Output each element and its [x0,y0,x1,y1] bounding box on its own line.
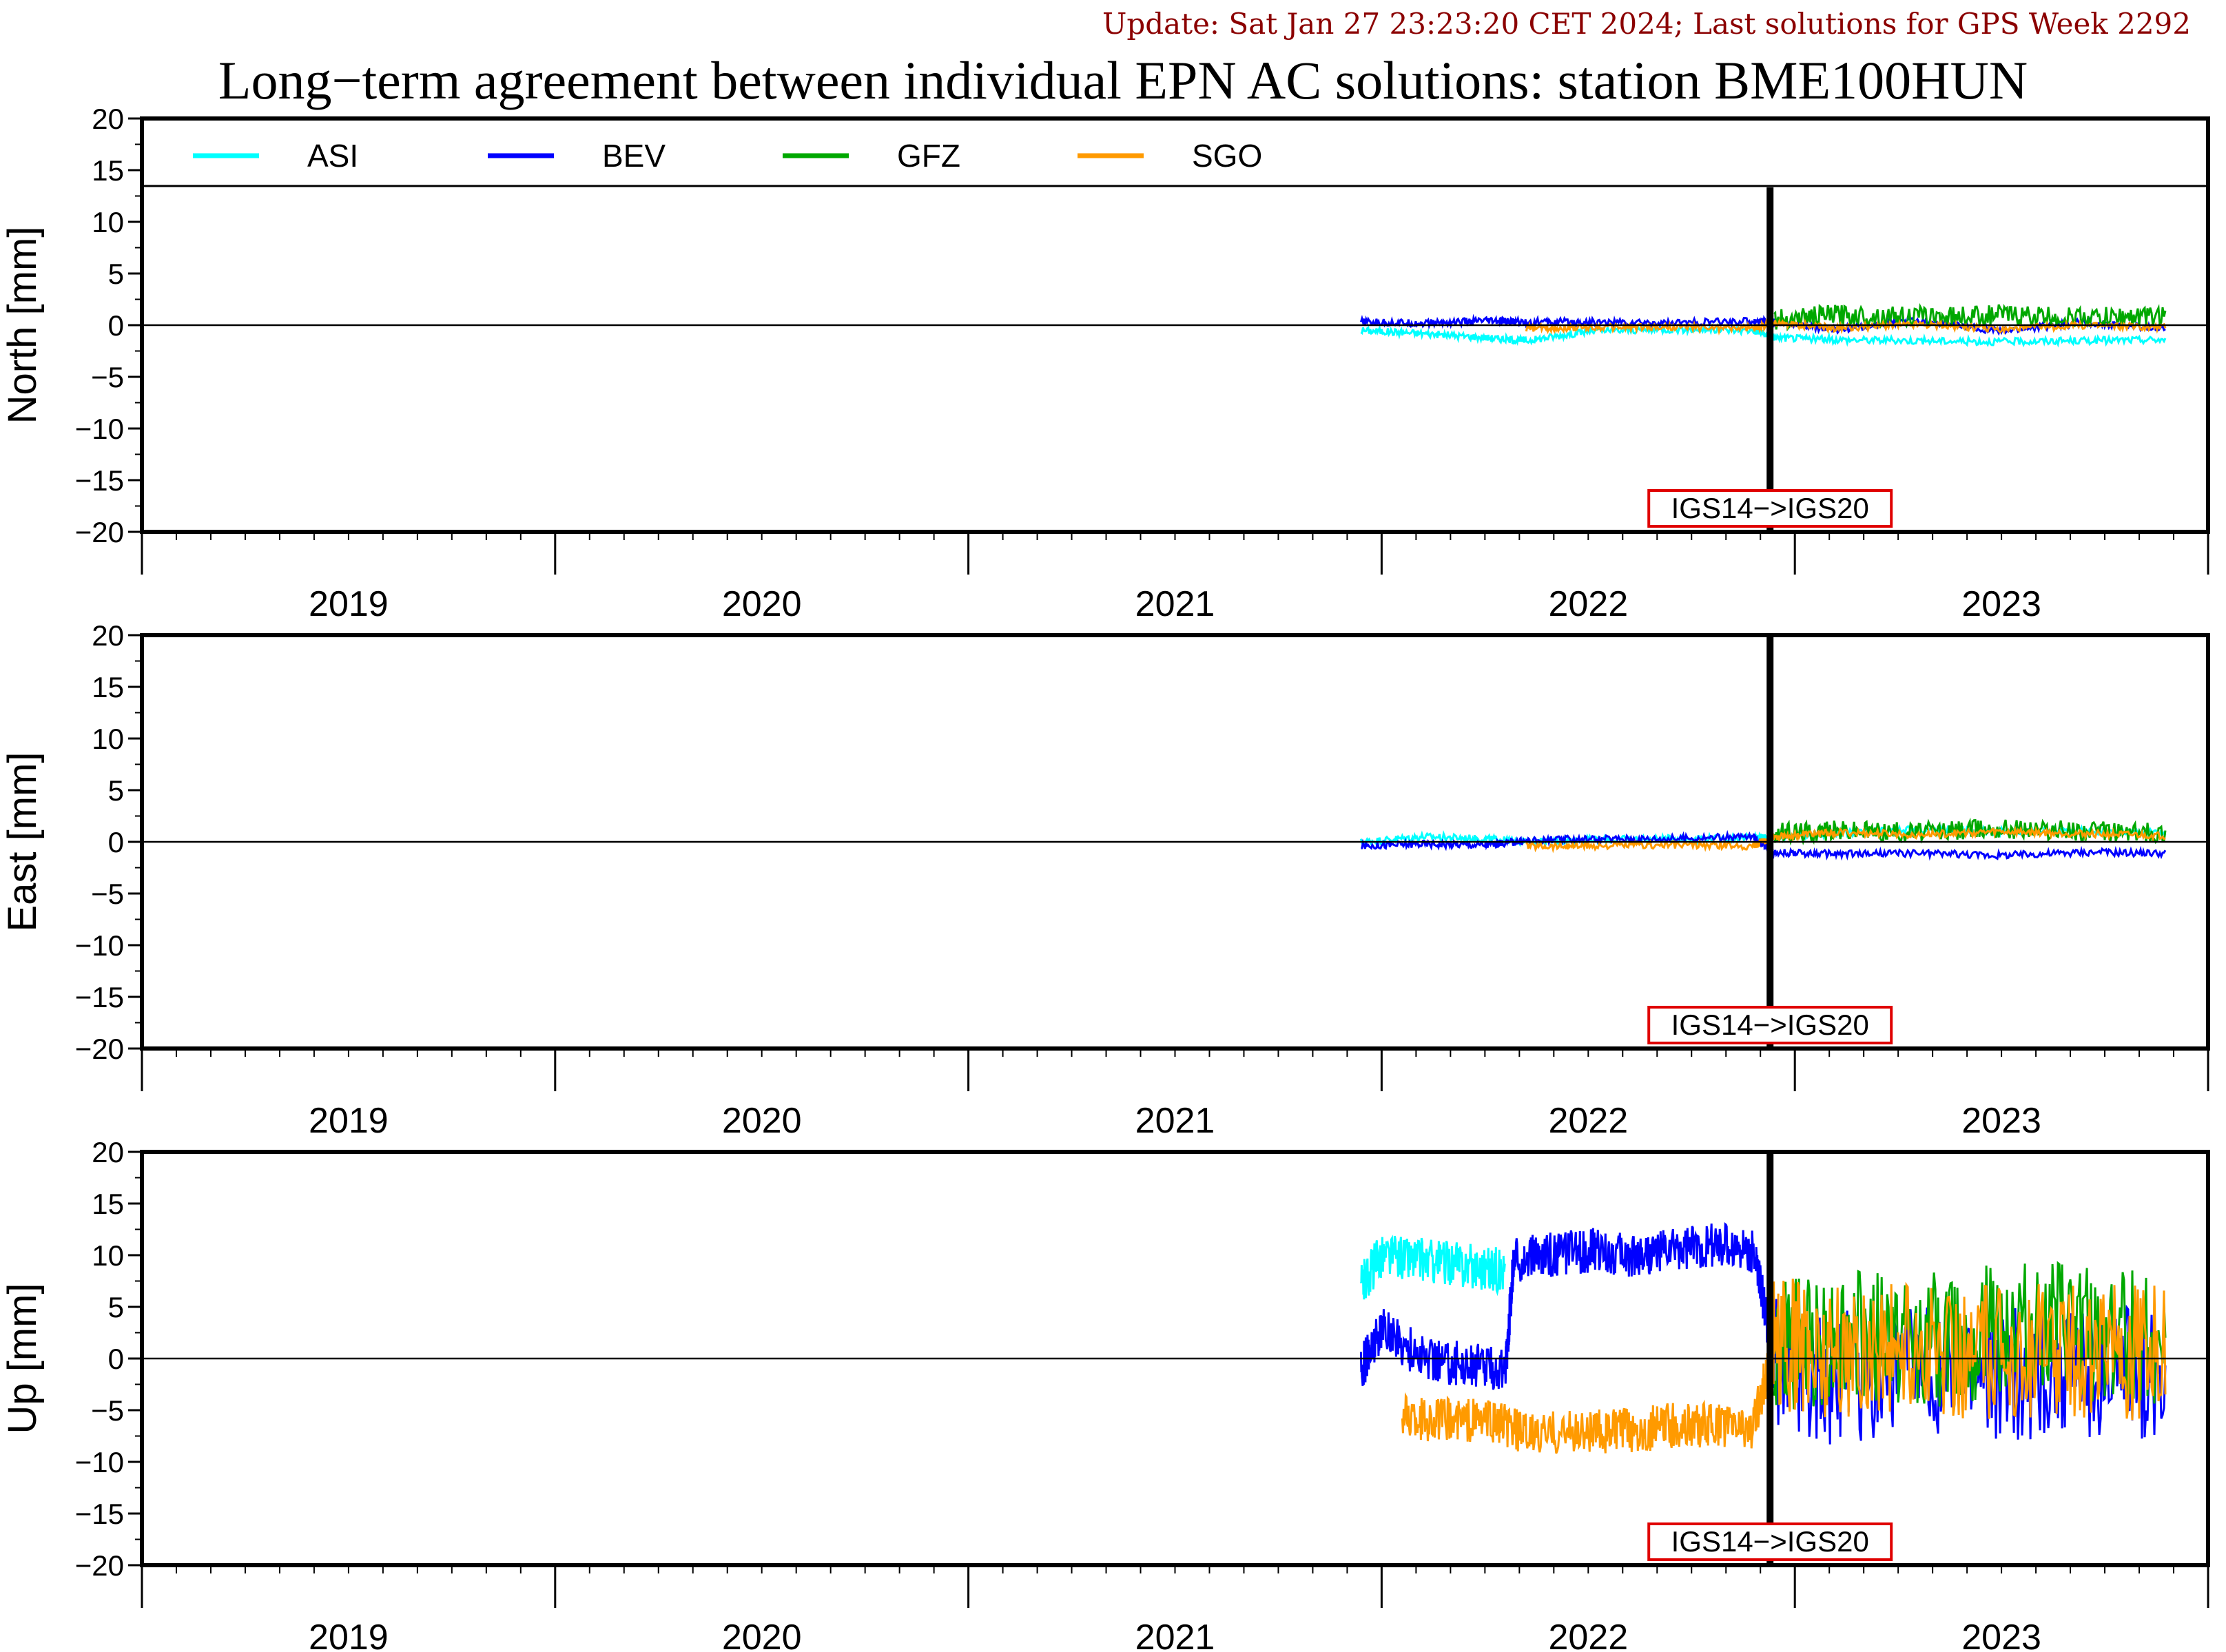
y-tick-label: 20 [92,103,124,135]
x-tick-label: 2019 [309,584,389,624]
y-tick-label: −15 [75,981,124,1013]
x-tick-label: 2022 [1548,1101,1628,1141]
x-tick-label: 2022 [1548,1618,1628,1652]
legend-item-bev: BEV [488,138,666,174]
panel-0: IGS14−>IGS20 20 15 10 5 0 −5 −10 −15 −20 North [mm… [0,103,2210,624]
y-tick-label: 20 [92,619,124,652]
series-bev-line [1361,829,2167,861]
panel-2: IGS14−>IGS20 20 15 10 5 0 −5 −10 −15 −20 Up [mm] 20… [0,1136,2210,1652]
x-tick-label: 2020 [722,1618,802,1652]
legend: ASI BEV GFZ SGO [142,138,2208,187]
y-tick-label: −20 [75,516,124,548]
x-tick-label: 2023 [1961,584,2041,624]
series-gfz-line [1773,302,2167,332]
x-tick-label: 2021 [1135,1101,1215,1141]
y-tick-label: 5 [108,1291,124,1323]
x-tick-label: 2020 [722,584,802,624]
frame-change-box [1647,1006,1893,1044]
legend-label: ASI [307,138,358,174]
y-tick-label: −5 [91,878,124,910]
series-asi-line [1360,322,2167,348]
series-gfz-line [1773,817,2167,846]
y-axis-label: East [mm] [0,752,45,931]
y-tick-label: 15 [92,1188,124,1220]
legend-item-asi: ASI [193,138,358,174]
legend-item-gfz: GFZ [783,138,960,174]
legend-item-sgo: SGO [1078,138,1262,174]
series-bev-line [1359,1221,2167,1445]
frame-change-label: IGS14−>IGS20 [1647,489,1893,528]
y-tick-label: −15 [75,464,124,497]
x-tick-label: 2020 [722,1101,802,1141]
frame-change-box [1647,489,1893,528]
legend-label: BEV [602,138,666,174]
series-asi-line [1359,1235,1506,1300]
y-tick-label: −20 [75,1033,124,1065]
frame-change-box [1647,1522,1893,1561]
x-tick-label: 2021 [1135,584,1215,624]
y-tick-label: 10 [92,723,124,755]
x-tick-label: 2023 [1961,1101,2041,1141]
frame-change-label: IGS14−>IGS20 [1647,1006,1893,1044]
y-tick-label: −10 [75,413,124,445]
y-tick-label: −5 [91,361,124,393]
frame-change-label: IGS14−>IGS20 [1647,1522,1893,1561]
panel-1: IGS14−>IGS20 20 15 10 5 0 −5 −10 −15 −20 East [mm]… [0,619,2210,1141]
y-tick-label: 10 [92,206,124,238]
legend-label: SGO [1192,138,1262,174]
frame-change-text: IGS14−>IGS20 [1671,1525,1869,1558]
x-tick-label: 2021 [1135,1618,1215,1652]
y-tick-label: 0 [108,1343,124,1375]
update-timestamp: Update: Sat Jan 27 23:23:20 CET 2024; La… [1102,7,2191,41]
y-tick-label: 0 [108,309,124,342]
y-tick-label: 10 [92,1239,124,1272]
x-tick-label: 2022 [1548,584,1628,624]
y-tick-label: 5 [108,258,124,290]
legend-label: GFZ [897,138,960,174]
y-tick-label: 5 [108,774,124,807]
y-tick-label: 20 [92,1136,124,1168]
y-tick-label: −10 [75,929,124,962]
x-tick-label: 2019 [309,1618,389,1652]
frame-change-text: IGS14−>IGS20 [1671,1009,1869,1041]
y-axis-label: Up [mm] [0,1283,45,1434]
y-tick-label: 0 [108,826,124,858]
y-tick-label: 15 [92,154,124,187]
x-tick-label: 2019 [309,1101,389,1141]
series-sgo-line [1525,825,2166,854]
series-bev-line [1359,313,2166,336]
y-tick-label: −5 [91,1394,124,1427]
y-axis-label: North [mm] [0,227,45,424]
x-tick-label: 2023 [1961,1618,2041,1652]
chart-title: Long−term agreement between individual E… [218,50,2028,110]
frame-change-text: IGS14−>IGS20 [1671,492,1869,524]
y-tick-label: −20 [75,1549,124,1582]
series-sgo-line [1401,1278,2167,1454]
y-tick-label: 15 [92,671,124,703]
y-tick-label: −15 [75,1498,124,1530]
y-tick-label: −10 [75,1446,124,1478]
